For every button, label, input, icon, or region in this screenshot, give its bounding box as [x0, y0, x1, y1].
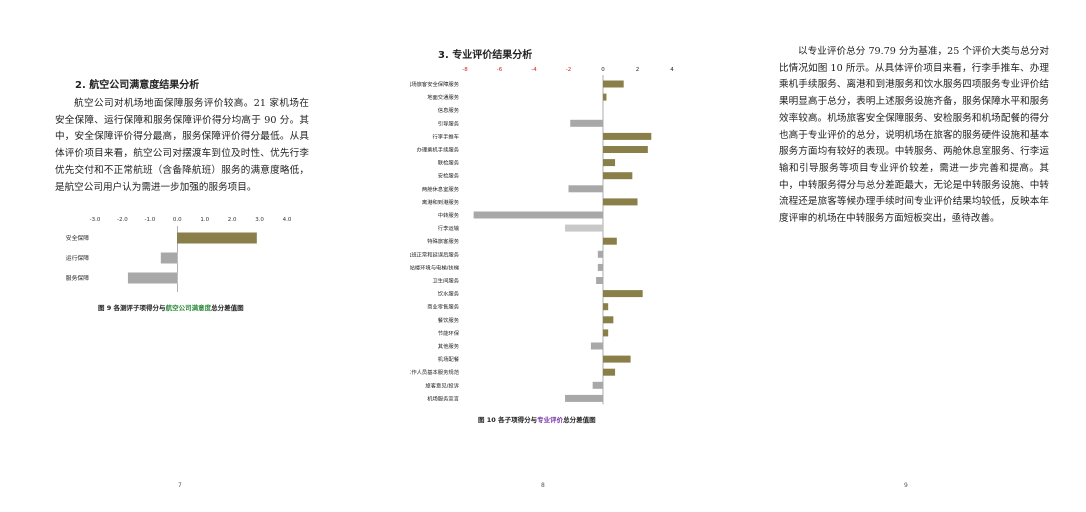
- category-label: 行李运输: [438, 224, 460, 232]
- category-label: 行李手推车: [433, 132, 460, 140]
- bar: [603, 290, 643, 298]
- figure-9-caption-highlight: 航空公司满意度: [165, 304, 212, 312]
- x-tick-label: 1.0: [200, 217, 209, 223]
- bar: [127, 272, 178, 284]
- bar: [603, 368, 616, 376]
- category-label: 机场旅客安全保障服务: [410, 80, 460, 88]
- x-tick-label: -1.0: [144, 217, 155, 223]
- bar: [603, 198, 638, 206]
- category-label: 特殊旅客服务: [427, 237, 459, 245]
- figure-9-caption-suffix: 总分差值图: [211, 304, 244, 312]
- figure-10-caption: 图 10 各子项得分与专业评价总分差值图: [478, 414, 596, 424]
- category-label: 办理乘机手续服务: [417, 146, 460, 154]
- bar: [603, 146, 648, 153]
- category-label: 商业零售服务: [427, 303, 459, 311]
- category-label: 两舱休息室服务: [422, 185, 460, 193]
- category-label: 地面交通服务: [427, 93, 459, 101]
- x-tick-label: -8: [462, 67, 468, 73]
- page-8: 3. 专业评价结果分析 -8 -6 -4 -2 0 2 4 机场旅客安全保障服务地面交通服务信…: [362, 0, 724, 512]
- category-label: 航班正常和延误后服务: [410, 250, 460, 258]
- x-tick-label: -2: [566, 67, 571, 73]
- bar: [570, 119, 603, 127]
- figure-10-caption-highlight: 专业评价: [537, 416, 564, 424]
- figure-10-caption-suffix: 总分差值图: [563, 416, 596, 424]
- category-label: 节能环保: [438, 329, 460, 337]
- category-label: 机场服务宣言: [427, 394, 459, 402]
- category-label: 中转服务: [438, 211, 460, 219]
- x-tick-label: 3.0: [255, 217, 264, 223]
- x-tick-label: -3.0: [90, 217, 101, 223]
- bar: [565, 224, 603, 232]
- category-label: 离港和到港服务: [422, 198, 460, 206]
- bar: [603, 172, 633, 180]
- bar: [568, 185, 603, 193]
- bar: [592, 381, 603, 389]
- category-label: 信息服务: [438, 106, 460, 114]
- category-label: 旅客意见/投诉: [425, 381, 459, 389]
- bar: [603, 355, 631, 363]
- professional-difference-chart: -8 -6 -4 -2 0 2 4 机场旅客安全保障服务地面交通服务信息服务引导服务行李手推车…: [410, 67, 674, 405]
- bar: [603, 316, 614, 324]
- bar: [597, 250, 603, 258]
- category-label: 饮水服务: [438, 290, 460, 298]
- page-number-9: 9: [904, 482, 908, 489]
- airline-paragraph: 航空公司对机场地面保障服务评价较高。21 家机场在安全保障、运行保障和服务保障评…: [55, 98, 309, 193]
- category-label: 卫生间服务: [433, 277, 460, 285]
- x-tick-label: -2.0: [117, 217, 128, 223]
- figure-9-caption: 图 9 各测评子项得分与航空公司满意度总分差值图: [98, 302, 244, 312]
- x-tick-label: 2: [636, 67, 640, 73]
- bar: [473, 211, 603, 219]
- bar: [603, 80, 624, 88]
- x-tick-label: -6: [497, 67, 503, 73]
- page-number-7: 7: [178, 482, 182, 489]
- category-label: 航站楼环境与电梯/扶梯: [410, 263, 460, 271]
- bar: [565, 394, 603, 402]
- x-tick-label: -4: [531, 67, 537, 73]
- bar: [603, 237, 617, 245]
- bar: [603, 132, 652, 140]
- category-label: 引导服务: [438, 119, 460, 127]
- x-tick-label: 0: [601, 67, 605, 73]
- bar: [597, 263, 603, 271]
- x-tick-label: 0.0: [173, 217, 182, 223]
- category-label: 餐饮服务: [438, 316, 460, 324]
- bar: [603, 93, 607, 101]
- figure-10-caption-prefix: 图 10 各子项得分与: [478, 416, 538, 424]
- bar: [160, 252, 178, 264]
- category-label: 机场配餐: [438, 355, 460, 363]
- bar: [603, 159, 616, 167]
- category-label: 安全保障: [66, 234, 89, 242]
- page-number-8: 8: [541, 482, 545, 489]
- category-label: 联检服务: [438, 159, 460, 167]
- x-tick-label: 2.0: [228, 217, 237, 223]
- x-tick-label: 4: [670, 67, 674, 73]
- category-label: 其他服务: [438, 342, 460, 350]
- figure-9-caption-prefix: 图 9 各测评子项得分与: [98, 304, 166, 312]
- section-heading-professional: 3. 专业评价结果分析: [438, 50, 533, 61]
- x-tick-label: 4.0: [283, 217, 292, 223]
- category-label: 运行保障: [66, 254, 89, 262]
- page-7: 2. 航空公司满意度结果分析 航空公司对机场地面保障服务评价较高。21 家机场在…: [0, 0, 362, 512]
- bar: [603, 303, 609, 311]
- bar: [590, 342, 603, 350]
- category-label: 安检服务: [438, 172, 460, 180]
- bar: [603, 329, 609, 337]
- page-9: 以专业评价总分 79.79 分为基准，25 个评价大类与总分对比情况如图 10 …: [724, 0, 1086, 512]
- professional-paragraph: 以专业评价总分 79.79 分为基准，25 个评价大类与总分对比情况如图 10 …: [779, 46, 1049, 225]
- bar: [596, 277, 603, 284]
- bar: [177, 232, 257, 244]
- category-label: 服务保障: [66, 274, 89, 282]
- section-heading-airline: 2. 航空公司满意度结果分析: [75, 80, 200, 91]
- category-label: 工作人员基本服务规范: [410, 368, 460, 376]
